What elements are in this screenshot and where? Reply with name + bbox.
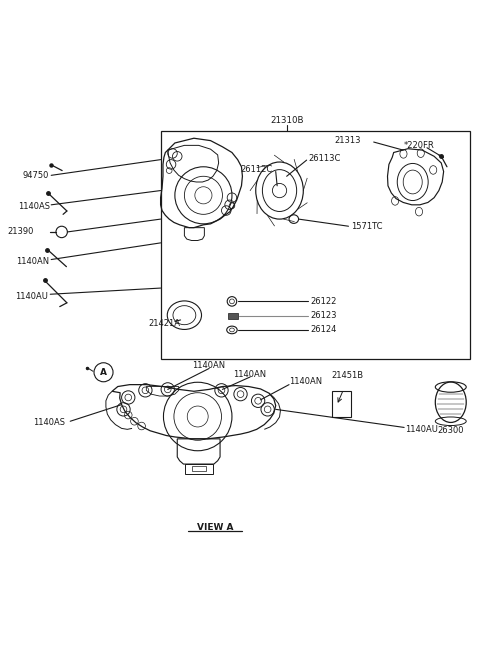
Text: A: A [100,368,107,376]
Text: 1140AU: 1140AU [15,292,48,301]
Text: 1140AU: 1140AU [406,425,438,434]
Text: 26112C: 26112C [240,165,273,174]
Text: 1140AN: 1140AN [192,361,226,370]
Bar [332,392,351,417]
Text: 1140AN: 1140AN [289,377,322,386]
Text: 1140AS: 1140AS [33,419,65,427]
Text: 94750: 94750 [23,171,49,180]
Text: VIEW A: VIEW A [197,523,234,532]
Text: 1571TC: 1571TC [351,221,383,231]
Text: 1140AS: 1140AS [19,202,50,211]
Text: 26122: 26122 [311,297,337,306]
Text: 26300: 26300 [437,426,464,436]
Bar [192,466,206,471]
Text: *220FR: *220FR [404,141,435,150]
Text: 26113C: 26113C [308,154,340,163]
Text: 21390: 21390 [7,227,34,237]
Text: 26123: 26123 [311,311,337,320]
Text: 21313: 21313 [334,135,361,145]
Bar [228,313,238,319]
Bar [185,464,213,474]
Text: 21421A: 21421A [148,319,180,328]
Text: 1140AN: 1140AN [17,258,50,266]
Text: 1140AN: 1140AN [233,370,266,378]
Text: 21451B: 21451B [331,371,363,380]
Text: 26124: 26124 [311,325,337,334]
Text: 21310B: 21310B [270,116,303,125]
Bar [161,131,470,359]
